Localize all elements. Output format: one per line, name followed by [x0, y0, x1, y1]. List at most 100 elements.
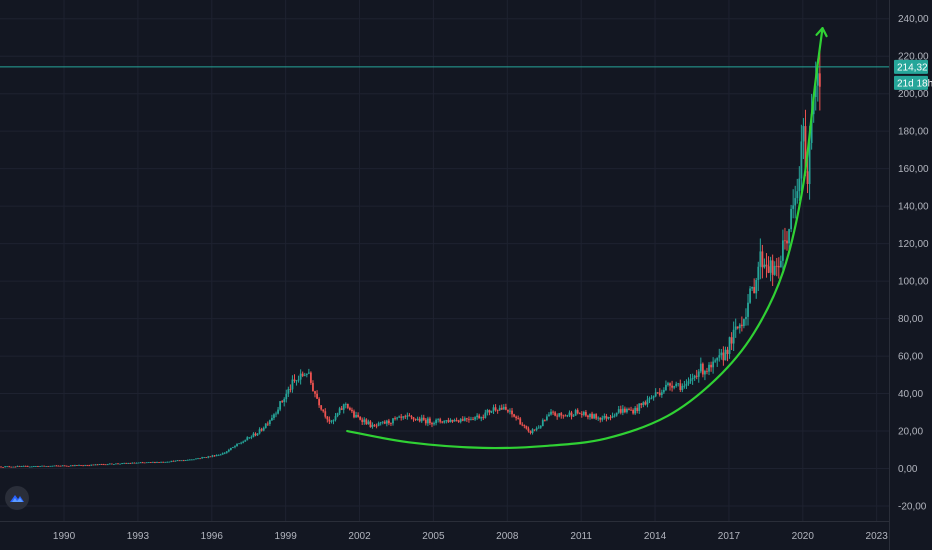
x-tick-label: 2002	[348, 531, 371, 542]
candle-body	[291, 379, 294, 390]
candle-body	[162, 461, 165, 463]
candle-body	[71, 465, 74, 467]
candle-body	[385, 420, 388, 424]
candle-body	[796, 191, 799, 199]
candle-body	[141, 462, 144, 464]
candle-body	[406, 415, 409, 417]
candle-body	[648, 398, 651, 400]
candle-body	[564, 415, 567, 417]
y-tick-label: 60,00	[898, 352, 923, 363]
candle-body	[710, 364, 712, 368]
candle-body	[560, 413, 563, 416]
candle-body	[621, 408, 624, 413]
candle-body	[412, 417, 415, 420]
candle-body	[355, 414, 357, 418]
candle-body	[529, 431, 532, 434]
candle-body	[2, 466, 4, 468]
candle-body	[199, 458, 201, 460]
candle-body	[242, 441, 245, 443]
candle-body	[336, 413, 339, 417]
candle-body	[751, 287, 754, 289]
candle-body	[307, 372, 310, 374]
candle-body	[747, 302, 749, 317]
candle-body	[636, 407, 639, 412]
candle-body	[459, 419, 462, 422]
candle-body	[129, 463, 132, 464]
candle-body	[254, 433, 257, 436]
x-tick-label: 2020	[792, 531, 815, 542]
candle-body	[465, 418, 468, 420]
candle-body	[209, 456, 212, 458]
candle-body	[188, 459, 191, 461]
candle-body	[706, 370, 708, 372]
candle-body	[818, 73, 821, 87]
candle-body	[359, 416, 362, 420]
candle-body	[613, 415, 616, 417]
tradingview-logo-button[interactable]	[5, 486, 29, 510]
candle-body	[498, 407, 501, 411]
candle-body	[572, 415, 575, 417]
candle-body	[287, 389, 290, 394]
candle-body	[570, 412, 573, 417]
candle-body	[344, 403, 347, 405]
candle-body	[482, 417, 485, 418]
candle-body	[182, 460, 185, 462]
candle-body	[509, 410, 511, 412]
candle-body	[763, 264, 766, 268]
candle-body	[4, 466, 7, 468]
candle-body	[314, 391, 316, 394]
candle-body	[316, 393, 318, 399]
price-axis[interactable]: 240,00 220,00 200,00 180,00 160,00 140,00 120,…	[898, 14, 929, 512]
candles-series	[0, 49, 821, 468]
candle-body	[765, 264, 768, 267]
candle-body	[232, 447, 234, 448]
candle-body	[558, 413, 561, 417]
candle-body	[743, 319, 745, 327]
candle-body	[619, 409, 622, 413]
candle-body	[149, 462, 152, 463]
candle-body	[338, 408, 341, 414]
candle-body	[816, 73, 819, 86]
candle-body	[615, 412, 618, 416]
candle-body	[788, 229, 790, 244]
candle-body	[511, 410, 513, 415]
candle-body	[143, 462, 146, 464]
candle-body	[334, 416, 337, 420]
candle-body	[414, 419, 417, 421]
candle-body	[691, 377, 694, 380]
candle-body	[589, 413, 591, 418]
candle-body	[320, 405, 323, 410]
candle-body	[135, 462, 138, 464]
candle-body	[535, 428, 538, 430]
candle-body	[806, 171, 809, 184]
y-tick-label: 240,00	[898, 14, 929, 25]
candle-body	[773, 265, 776, 275]
candle-body	[521, 424, 524, 426]
candle-body	[468, 419, 470, 421]
candle-body	[714, 360, 717, 362]
candle-body	[246, 437, 249, 441]
countdown-label: 21d 18h	[897, 78, 932, 89]
candle-body	[420, 417, 423, 422]
candle-body	[654, 392, 657, 397]
candle-body	[541, 420, 544, 426]
x-tick-label: 1999	[275, 531, 298, 542]
candle-body	[697, 371, 700, 377]
candle-body	[275, 413, 277, 415]
candle-body	[673, 386, 676, 388]
candle-body	[154, 462, 156, 463]
time-axis[interactable]: 1990 1993 1996 1999 2002 2005 2008 2011 2014 2017…	[53, 531, 888, 542]
candle-body	[429, 418, 431, 424]
candle-body	[720, 352, 723, 356]
candle-body	[328, 419, 331, 422]
x-tick-label: 1990	[53, 531, 76, 542]
candle-body	[340, 408, 343, 410]
candle-body	[184, 460, 187, 462]
candle-body	[453, 420, 456, 422]
candle-body	[595, 414, 598, 419]
candle-body	[730, 337, 733, 344]
candle-body	[22, 466, 25, 467]
candle-body	[20, 466, 23, 467]
tradingview-logo-icon	[10, 495, 24, 502]
